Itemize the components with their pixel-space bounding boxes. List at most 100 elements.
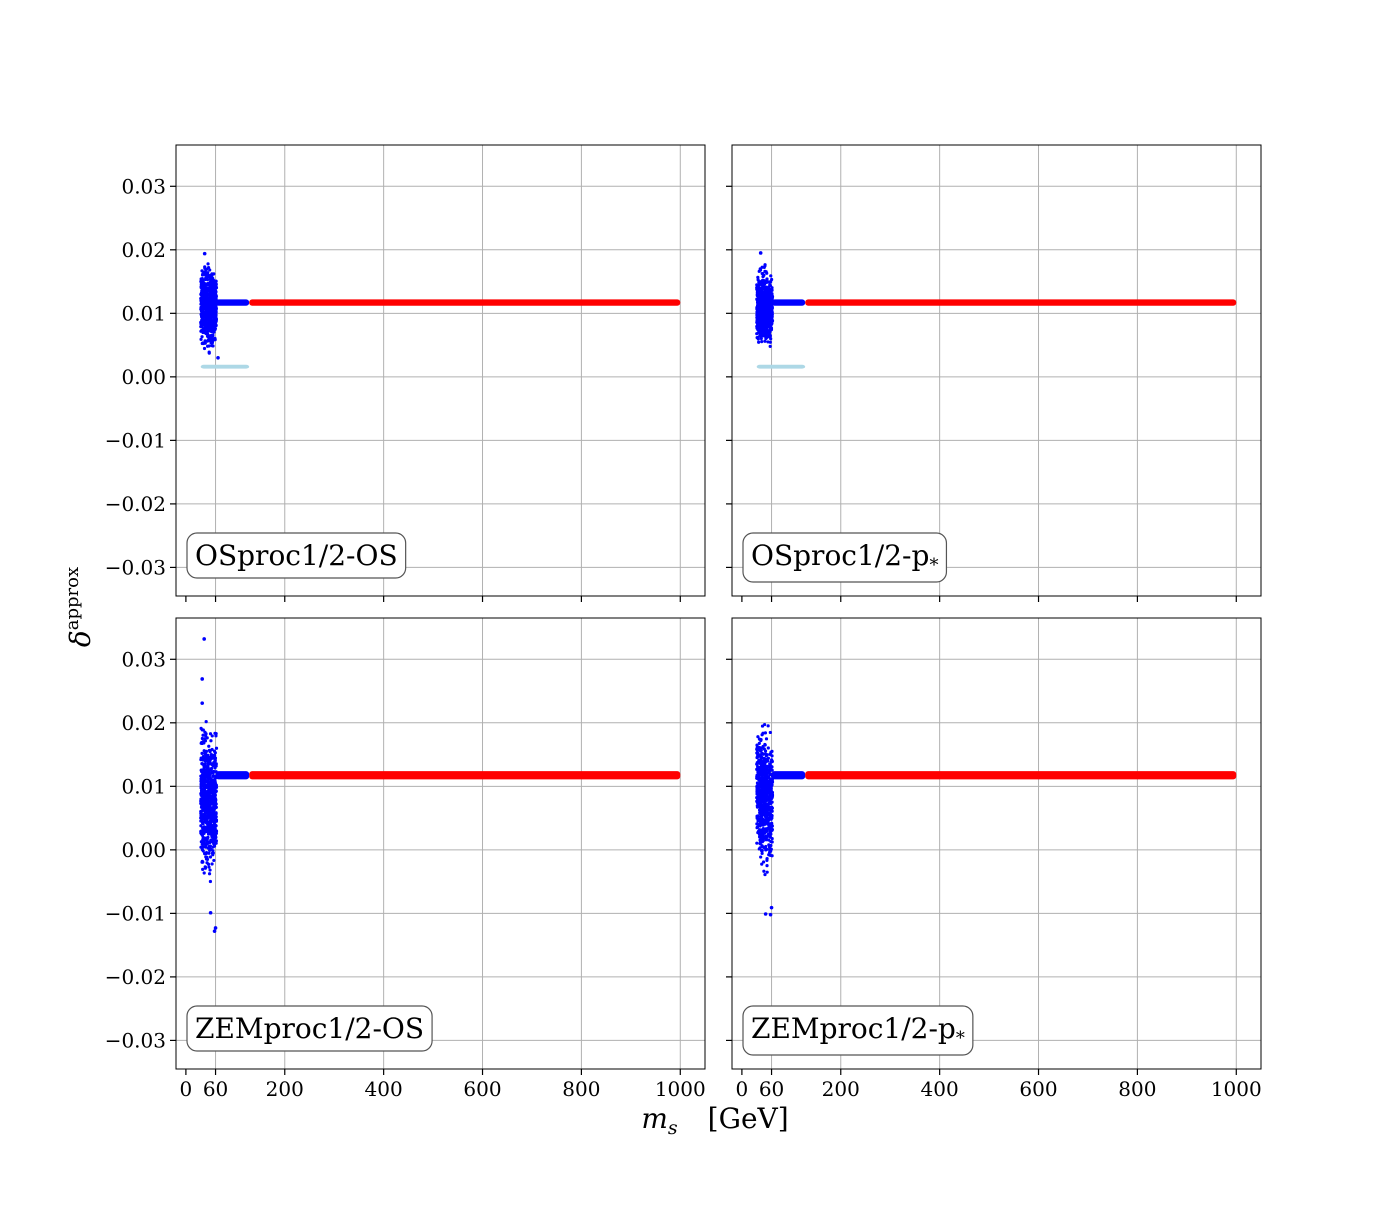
data-point xyxy=(210,279,215,283)
data-point xyxy=(208,808,212,813)
data-point xyxy=(207,769,211,774)
data-point xyxy=(205,736,209,740)
y-tick-label: −0.01 xyxy=(105,901,166,925)
data-point xyxy=(768,752,772,756)
data-point xyxy=(210,862,214,866)
panel-label-box xyxy=(742,1005,974,1056)
panel-4: 0 60 200 400 600 800 1000 ZEMproc1/2-p* xyxy=(726,617,1262,1101)
data-point xyxy=(211,853,215,857)
data-point xyxy=(770,305,774,309)
data-point xyxy=(205,838,209,842)
data-point xyxy=(207,351,211,355)
data-point xyxy=(208,910,213,915)
data-point xyxy=(201,330,205,335)
data-point xyxy=(214,734,218,738)
axes-frame xyxy=(731,617,1262,1070)
data-point xyxy=(206,782,210,786)
data-point xyxy=(768,830,773,835)
data-point xyxy=(214,323,218,327)
data-point xyxy=(207,840,211,844)
data-point xyxy=(200,736,204,741)
data-point xyxy=(767,331,771,335)
data-point xyxy=(201,341,206,346)
data-point xyxy=(759,855,763,859)
data-point xyxy=(764,807,768,811)
data-point xyxy=(768,320,772,324)
data-point xyxy=(210,341,214,345)
data-strip xyxy=(805,771,1237,780)
data-point xyxy=(762,757,766,761)
axes-frame xyxy=(175,617,706,1070)
data-point xyxy=(770,800,774,804)
data-point xyxy=(213,319,217,323)
data-point xyxy=(768,762,772,766)
data-point xyxy=(213,799,217,804)
panel-label-box xyxy=(186,532,407,579)
data-point xyxy=(764,280,769,284)
data-point xyxy=(203,865,207,869)
data-point xyxy=(760,322,764,326)
data-point xyxy=(203,791,208,795)
data-point xyxy=(763,845,767,849)
data-point xyxy=(758,268,762,272)
data-point xyxy=(202,780,206,784)
data-point xyxy=(208,868,212,872)
data-point xyxy=(210,806,214,810)
data-point xyxy=(760,751,764,756)
data-point xyxy=(762,777,766,781)
data-point xyxy=(205,334,210,338)
data-point xyxy=(216,355,220,360)
data-point xyxy=(758,251,763,255)
y-tick-label: 0.01 xyxy=(121,774,166,798)
data-point xyxy=(201,278,205,282)
y-tick-label: −0.02 xyxy=(105,492,166,516)
data-point xyxy=(765,781,769,785)
data-point xyxy=(770,822,774,826)
data-point xyxy=(203,750,208,754)
data-point xyxy=(201,806,205,811)
data-point xyxy=(208,334,212,338)
panel-label: OSproc1/2-p* xyxy=(751,539,938,576)
data-point xyxy=(201,741,205,745)
data-point xyxy=(199,797,203,801)
data-point xyxy=(206,816,210,820)
data-point xyxy=(205,819,209,823)
axes-frame xyxy=(731,144,1262,597)
axes-frame xyxy=(175,144,706,597)
data-point xyxy=(207,308,212,312)
data-point xyxy=(204,771,208,775)
data-point xyxy=(769,905,774,910)
data-point xyxy=(759,303,763,308)
data-point xyxy=(212,283,216,287)
data-point xyxy=(759,755,763,759)
data-point xyxy=(755,743,759,747)
data-point xyxy=(760,849,764,853)
data-point xyxy=(765,295,770,299)
data-point xyxy=(209,326,213,330)
data-point xyxy=(208,879,213,884)
data-point xyxy=(203,845,208,849)
data-point xyxy=(201,831,205,835)
data-point xyxy=(206,755,211,760)
data-point xyxy=(213,751,217,755)
data-point xyxy=(770,780,775,784)
data-point xyxy=(213,795,217,799)
data-point xyxy=(761,275,765,279)
data-point xyxy=(760,311,764,315)
data-point xyxy=(756,819,760,823)
data-point xyxy=(766,293,770,297)
data-point xyxy=(200,819,204,823)
data-point xyxy=(767,850,772,854)
data-point xyxy=(210,753,214,757)
data-point xyxy=(763,770,768,774)
data-point xyxy=(204,720,208,724)
data-point xyxy=(760,816,764,821)
data-point xyxy=(767,313,771,317)
data-point xyxy=(765,804,770,808)
data-point xyxy=(763,797,767,802)
data-point xyxy=(769,807,773,811)
data-point xyxy=(755,791,760,796)
data-point xyxy=(202,804,207,808)
data-point xyxy=(763,323,768,328)
data-point xyxy=(758,320,762,324)
